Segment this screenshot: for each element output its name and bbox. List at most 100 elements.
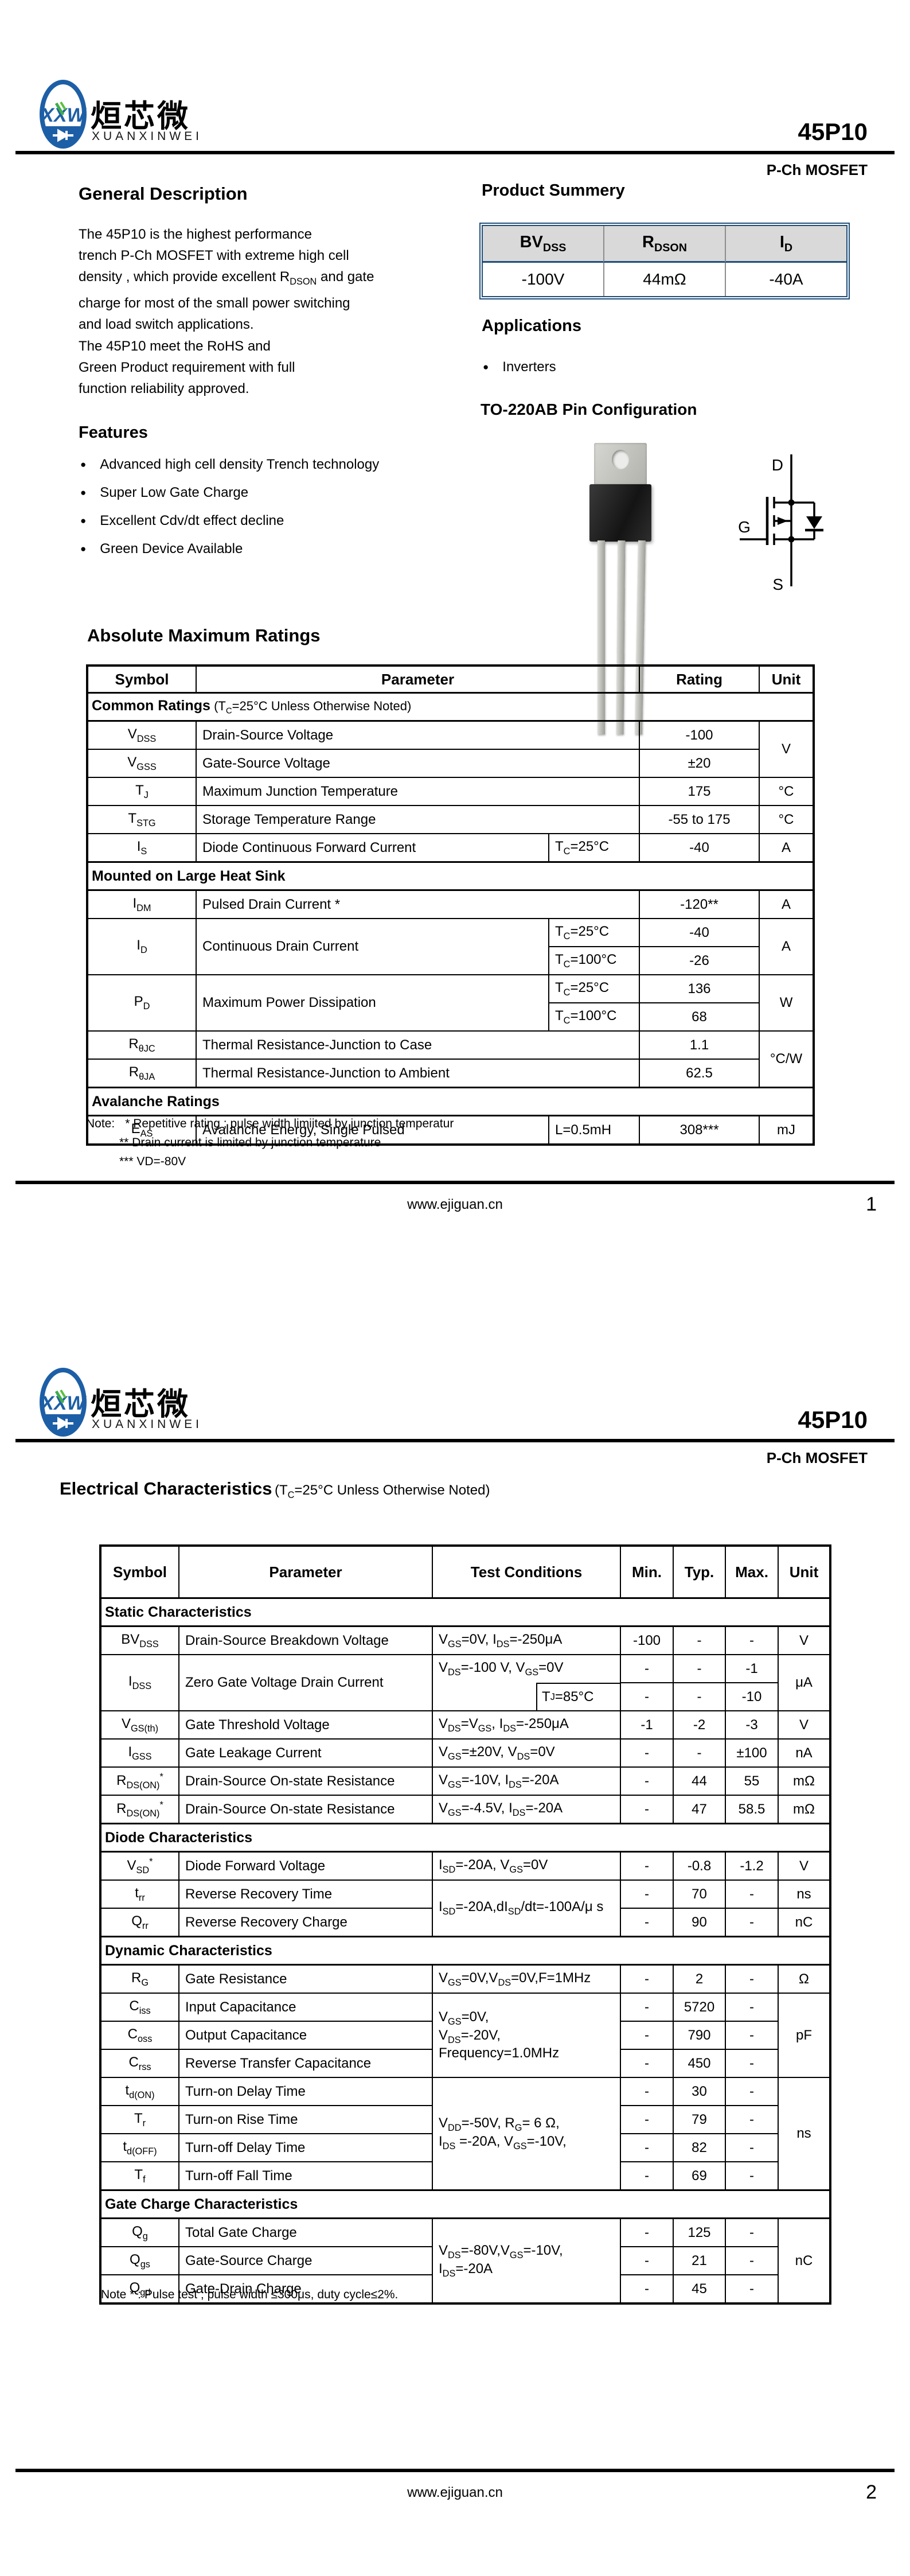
condition-sub-box: T J =85°C bbox=[536, 1683, 620, 1710]
table-cell: Total Gate Charge bbox=[178, 2217, 433, 2247]
table-cell: Drain-Source Voltage bbox=[195, 720, 640, 750]
table-section-row: Static Characteristics bbox=[99, 1597, 831, 1627]
table-cell: Avalanche Energy, Single Pulsed bbox=[196, 1115, 549, 1145]
table-cell: Avalanche Ratings bbox=[86, 1087, 815, 1116]
table-cell: Coss bbox=[100, 2021, 179, 2050]
table-cell: ±100 bbox=[725, 1738, 779, 1768]
table-cell: - bbox=[620, 2049, 674, 2078]
table-cell: mJ bbox=[759, 1115, 815, 1145]
table-section-row: Diode Characteristics bbox=[99, 1823, 831, 1853]
mosfet-arrow bbox=[778, 517, 788, 525]
abs-max-ratings-title: Absolute Maximum Ratings bbox=[87, 625, 321, 645]
table-cell: IDM bbox=[87, 889, 197, 919]
table-cell: VSD* bbox=[100, 1851, 179, 1881]
table-cell: - bbox=[725, 2105, 779, 2134]
page-number: 1 bbox=[866, 1193, 877, 1215]
table-cell: Dynamic Characteristics bbox=[99, 1936, 831, 1966]
list-item: ● Advanced high cell density Trench techn… bbox=[80, 457, 379, 473]
table-cell: °C bbox=[759, 805, 815, 834]
table-cell: - bbox=[725, 2077, 779, 2106]
table-cell: Drain-Source Breakdown Voltage bbox=[178, 1625, 433, 1655]
table-cell: Crss bbox=[100, 2049, 179, 2078]
table-cell: Thermal Resistance-Junction to Case bbox=[195, 1030, 640, 1060]
table-cell: Tf bbox=[100, 2161, 179, 2191]
table-cell: - bbox=[725, 2274, 779, 2304]
note-label: Note: bbox=[86, 1117, 115, 1130]
table-cell: Qgd bbox=[100, 2274, 179, 2304]
table-cell: - bbox=[620, 1795, 674, 1824]
table-cell: ISD=-20A, VGS=0V bbox=[431, 1851, 622, 1881]
table-cell: TC=25°C bbox=[548, 833, 640, 863]
pin-label-drain: D bbox=[772, 456, 783, 474]
table-cell: Gate Threshold Voltage bbox=[178, 1710, 433, 1740]
bullet-icon: ● bbox=[80, 459, 87, 470]
table-cell: V bbox=[778, 1710, 831, 1740]
table-cell: Reverse Recovery Charge bbox=[178, 1908, 433, 1937]
table-cell: Thermal Resistance-Junction to Ambient bbox=[195, 1059, 640, 1088]
package-mounting-hole bbox=[612, 450, 629, 469]
table-cell: L=0.5mH bbox=[548, 1115, 640, 1145]
list-item: ● Super Low Gate Charge bbox=[80, 485, 379, 501]
summary-header-rdson: RDSON bbox=[603, 226, 725, 263]
table-cell: -2 bbox=[673, 1710, 727, 1740]
table-cell: - bbox=[620, 1964, 674, 1994]
table-cell: Common Ratings (TC=25°C Unless Otherwise… bbox=[86, 692, 815, 722]
table-cell: -3 bbox=[725, 1710, 779, 1740]
table-section-row: Avalanche Ratings bbox=[86, 1087, 815, 1116]
table-cell: Turn-on Rise Time bbox=[178, 2105, 433, 2134]
table-cell: RθJC bbox=[87, 1030, 197, 1060]
table-cell: ns bbox=[778, 1880, 831, 1909]
table-cell: V bbox=[778, 1851, 831, 1881]
table-cell: Qrr bbox=[100, 1908, 179, 1937]
table-cell: Qg bbox=[100, 2217, 179, 2247]
table-cell: Parameter bbox=[178, 1545, 433, 1599]
table-cell: 58.5 bbox=[725, 1795, 779, 1824]
table-cell: td(ON) bbox=[100, 2077, 179, 2106]
table-cell: Diode Characteristics bbox=[99, 1823, 831, 1853]
table-cell: - bbox=[620, 2274, 674, 2304]
table-cell: ID bbox=[87, 918, 197, 975]
ec-title: Electrical Characteristics bbox=[60, 1478, 272, 1499]
page-number: 2 bbox=[866, 2481, 877, 2503]
table-cell: 55 bbox=[725, 1766, 779, 1796]
table-cell: - bbox=[620, 2077, 674, 2106]
logo-green-slash-2 bbox=[60, 1389, 67, 1399]
table-cell: V bbox=[778, 1625, 831, 1655]
table-row: trr Reverse Recovery Time ISD=-20A,dISD/dt… bbox=[100, 1880, 831, 1937]
table-cell: 68 bbox=[639, 1002, 760, 1032]
table-cell: - bbox=[725, 2246, 779, 2275]
note-text-1: * Repetitive rating ; pulse width limiit… bbox=[125, 1117, 454, 1130]
table-cell: Zero Gate Voltage Drain Current bbox=[178, 1654, 433, 1711]
table-row: IS Diode Continuous Forward Current TC=25°… bbox=[87, 833, 815, 863]
table-cell: - bbox=[725, 2133, 779, 2162]
table-cell: μA bbox=[778, 1654, 831, 1711]
table-cell: Gate-Source Voltage bbox=[195, 749, 640, 778]
electrical-characteristics-heading: Electrical Characteristics (TC=25°C Unle… bbox=[60, 1478, 490, 1501]
applications-title: Applications bbox=[482, 317, 582, 335]
table-cell: mΩ bbox=[778, 1766, 831, 1796]
table-cell: Qgs bbox=[100, 2246, 179, 2275]
ec-subtitle: (TC=25°C Unless Otherwise Noted) bbox=[274, 1482, 490, 1500]
table-cell: TC=25°C bbox=[548, 974, 640, 1003]
table-cell: ns bbox=[778, 2077, 831, 2191]
summary-value-id: -40A bbox=[725, 263, 846, 296]
page-2: XXW 烜芯微 XUANXINWEI 45P10 P-Ch MOSFET Ele… bbox=[0, 1288, 910, 2576]
table-cell: Gate Leakage Current bbox=[178, 1738, 433, 1768]
summary-header-id: ID bbox=[725, 226, 846, 263]
company-name-en: XUANXINWEI bbox=[92, 130, 203, 143]
table-cell: Reverse Recovery Time bbox=[178, 1880, 433, 1909]
table-cell: Input Capacitance bbox=[178, 1993, 433, 2022]
general-description-p2: The 45P10 meet the RoHS and Green Product… bbox=[79, 338, 295, 396]
general-description-title: General Description bbox=[79, 184, 248, 204]
table-section-row: Mounted on Large Heat Sink bbox=[86, 861, 815, 891]
table-row: - - -10 bbox=[100, 1682, 830, 1711]
table-row: Tr Turn-on Rise Time -79- bbox=[100, 2105, 830, 2134]
table-cell: VDS=-100 V, VGS=0V T J =85°C bbox=[431, 1654, 622, 1711]
bullet-icon: ● bbox=[80, 515, 87, 526]
header-rule bbox=[15, 151, 895, 154]
list-item-label: Excellent Cdv/dt effect decline bbox=[100, 513, 284, 528]
logo-green-slash bbox=[54, 1390, 65, 1404]
features-title: Features bbox=[79, 423, 148, 442]
table-cell: 69 bbox=[673, 2161, 727, 2191]
logo-diode-icon bbox=[53, 129, 73, 142]
